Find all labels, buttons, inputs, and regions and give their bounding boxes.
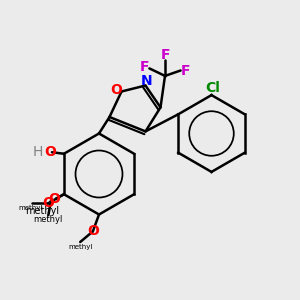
Text: F: F [160, 48, 170, 62]
Text: O: O [44, 145, 56, 159]
Text: methyl: methyl [68, 244, 92, 250]
Text: Cl: Cl [206, 82, 220, 95]
Text: methyl: methyl [25, 206, 59, 216]
Text: O: O [110, 83, 122, 97]
Text: H: H [33, 145, 43, 159]
Text: F: F [139, 60, 149, 74]
Text: methyl: methyl [34, 215, 63, 224]
Text: methyl: methyl [18, 205, 43, 211]
Text: O: O [87, 224, 99, 239]
Text: O: O [48, 192, 60, 206]
Text: N: N [140, 74, 152, 88]
Text: F: F [181, 64, 191, 77]
Text: O: O [42, 196, 54, 210]
